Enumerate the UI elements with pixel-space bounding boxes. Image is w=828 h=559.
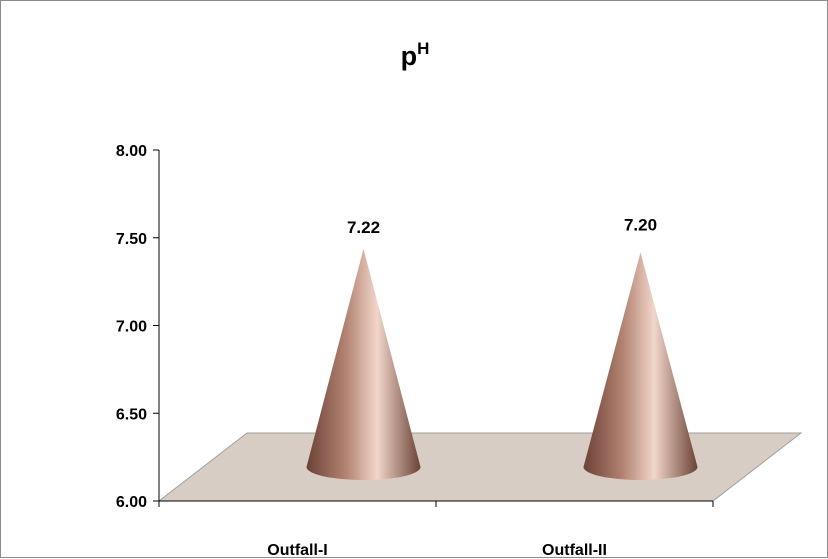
data-label: 7.20 <box>624 215 657 234</box>
x-category-label: Outfall-II <box>542 542 607 559</box>
cone-bar <box>306 248 421 481</box>
chart-title-main: p <box>401 41 418 71</box>
label-layer: 7.22 Outfall-I 7.20 Outfall-II <box>267 215 657 559</box>
y-tick-label: 8.00 <box>116 143 147 160</box>
floor-layer <box>157 432 803 502</box>
chart-title-superscript: H <box>417 39 429 58</box>
chart-floor <box>157 432 803 502</box>
data-label: 7.22 <box>347 218 380 237</box>
cone-bar <box>583 252 698 481</box>
y-tick-label: 7.50 <box>116 231 147 248</box>
chart-title: pH <box>401 39 430 71</box>
cone-body <box>583 252 698 481</box>
y-tick-label: 7.00 <box>116 319 147 336</box>
x-category-label: Outfall-I <box>267 542 327 559</box>
cone-body <box>306 248 421 481</box>
y-tick-label: 6.00 <box>116 494 147 511</box>
cone-layer <box>306 248 698 481</box>
axis-layer: 6.00 6.50 7.00 7.50 8.00 <box>116 143 714 511</box>
y-tick-label: 6.50 <box>116 406 147 423</box>
